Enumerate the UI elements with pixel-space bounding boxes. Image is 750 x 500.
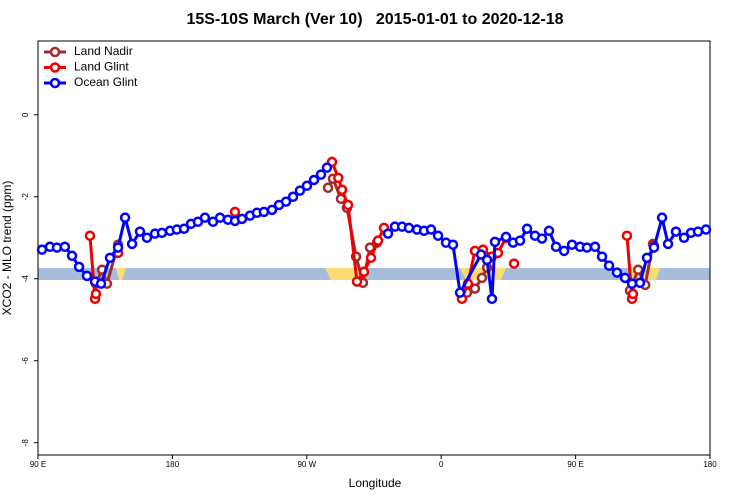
data-point (342, 199, 354, 211)
data-point (229, 206, 241, 218)
data-point (621, 230, 633, 241)
data-point (236, 213, 248, 225)
data-point (611, 267, 623, 278)
legend-marker (49, 77, 61, 89)
data-point (648, 242, 660, 253)
x-tick-label: 90 E (30, 460, 46, 469)
data-point (589, 241, 601, 253)
data-point (126, 238, 138, 250)
data-point (500, 231, 512, 243)
data-point (358, 266, 370, 278)
data-point (432, 230, 444, 241)
data-point (84, 230, 96, 241)
data-point (656, 212, 668, 223)
data-point (603, 260, 615, 271)
x-axis-label: Longitude (349, 476, 402, 490)
data-point (508, 258, 520, 269)
data-point (581, 242, 593, 253)
data-point (382, 228, 394, 239)
legend-marker (49, 62, 61, 73)
data-point (59, 241, 71, 253)
data-point (333, 172, 344, 184)
data-point (134, 226, 146, 237)
data-point (514, 235, 526, 246)
data-point (596, 251, 608, 262)
data-point (81, 270, 93, 282)
data-point (536, 233, 548, 244)
data-point (280, 196, 292, 207)
data-point (662, 238, 674, 250)
data-point (156, 227, 168, 239)
data-point (301, 180, 313, 191)
data-point (66, 250, 78, 262)
data-point (550, 241, 562, 253)
legend-marker (49, 46, 61, 58)
x-tick-label: 90 W (297, 460, 316, 469)
data-point (425, 224, 437, 235)
data-point (141, 232, 153, 244)
data-point (469, 283, 481, 294)
data-point (178, 223, 190, 234)
data-point (476, 272, 488, 284)
data-point (558, 245, 570, 257)
x-tick-label: 180 (703, 460, 717, 469)
data-point (521, 223, 533, 234)
data-point (632, 264, 644, 275)
data-point (543, 225, 555, 237)
data-point (481, 254, 493, 266)
y-tick-label: -4 (21, 275, 30, 283)
data-point (287, 191, 299, 203)
data-point (365, 252, 377, 264)
data-point (678, 232, 690, 244)
data-point (372, 235, 384, 246)
data-point (619, 272, 631, 284)
y-tick-label: -8 (21, 439, 30, 447)
data-point (104, 252, 116, 264)
data-point (627, 288, 639, 300)
data-point (119, 212, 131, 223)
data-point (336, 184, 348, 196)
data-point (566, 239, 578, 250)
land-band (325, 268, 362, 280)
data-point (322, 182, 334, 193)
ocean-band (38, 268, 710, 280)
data-point (486, 293, 498, 305)
data-point (294, 185, 306, 196)
x-tick-label: 0 (439, 460, 444, 469)
data-point (266, 204, 278, 216)
data-point (634, 277, 646, 289)
data-point (403, 222, 415, 234)
land-band (116, 268, 126, 280)
data-point (73, 261, 85, 273)
data-point (670, 226, 682, 237)
y-axis-label: XCO2 - MLO trend (ppm) (0, 181, 14, 316)
x-tick-label: 90 E (567, 460, 583, 469)
data-point (700, 224, 712, 235)
legend-label: Land Nadir (74, 44, 133, 58)
data-point (351, 276, 363, 287)
data-point (641, 252, 653, 264)
data-point (90, 288, 102, 300)
data-point (454, 287, 466, 298)
y-tick-label: -6 (21, 357, 30, 365)
legend-label: Land Glint (74, 60, 129, 74)
legend-label: Ocean Glint (74, 75, 138, 89)
data-point (321, 162, 333, 173)
chart-title: 15S-10S March (Ver 10) 2015-01-01 to 202… (186, 11, 563, 28)
y-tick-label: 0 (21, 112, 30, 117)
y-tick-label: -2 (21, 193, 30, 201)
data-point (489, 236, 501, 248)
data-point (447, 239, 459, 250)
data-point (95, 278, 107, 289)
data-point (308, 174, 320, 186)
data-point (258, 206, 270, 218)
data-point (199, 212, 211, 223)
data-point (315, 169, 327, 180)
data-point (112, 242, 124, 253)
x-tick-label: 180 (166, 460, 180, 469)
